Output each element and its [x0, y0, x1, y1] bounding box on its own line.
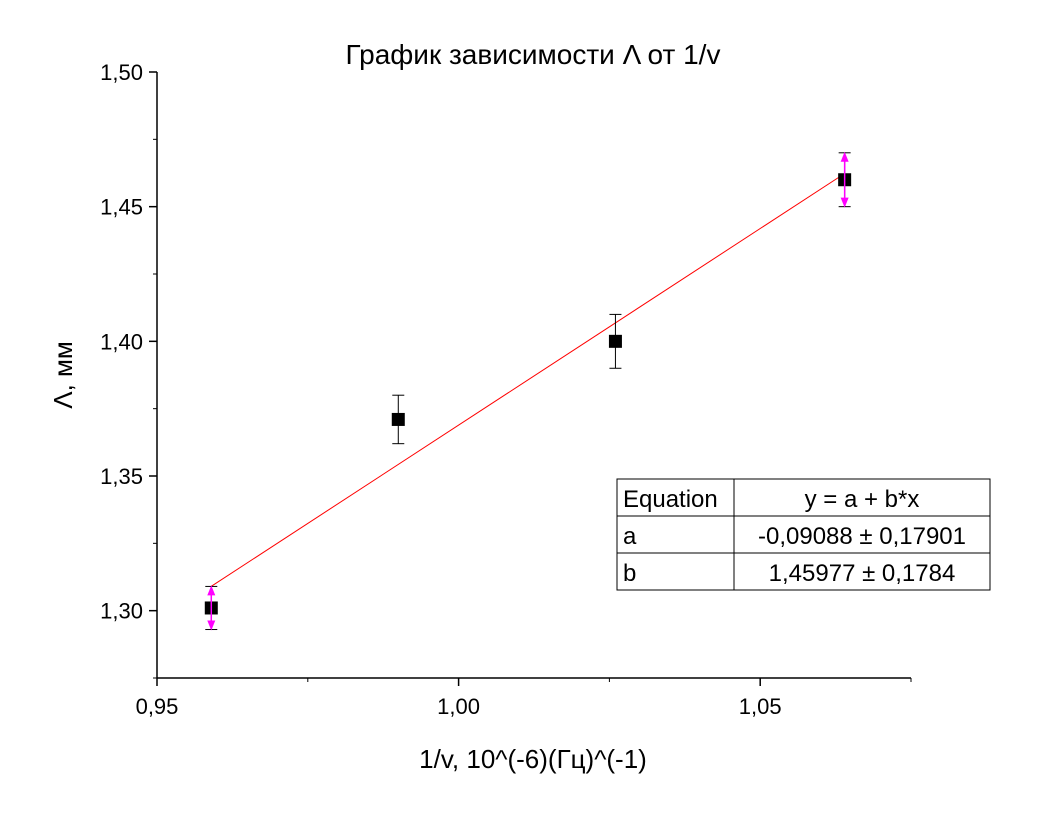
data-point-group	[391, 394, 405, 445]
chart-title: График зависимости Λ от 1/v	[346, 39, 721, 70]
y-tick-label: 1,40	[100, 329, 143, 354]
fit-results-table: Equation y = a + b*x a -0,09088 ± 0,17901 b 1…	[616, 478, 991, 591]
y-tick-label: 1,45	[100, 195, 143, 220]
data-point	[608, 334, 622, 348]
table-cell-value: y = a + b*x	[805, 486, 920, 513]
plot-area: 1,30 1,35 1,40 1,45 1,50 0,95 1,00 1,05 Equation…	[100, 60, 991, 719]
table-cell-value: 1,45977 ± 0,1784	[769, 560, 956, 587]
x-tick-label: 0,95	[136, 694, 179, 719]
data-point-group	[838, 151, 852, 208]
table-cell-label: b	[623, 560, 636, 587]
table-border	[616, 478, 991, 591]
y-tick-label: 1,35	[100, 464, 143, 489]
y-axis-title: Λ, мм	[48, 341, 78, 409]
table-cell-value: -0,09088 ± 0,17901	[758, 523, 966, 550]
data-point-group	[204, 585, 218, 631]
x-tick-label: 1,05	[739, 694, 782, 719]
y-tick-label: 1,50	[100, 60, 143, 85]
y-tick-label: 1,30	[100, 599, 143, 624]
x-axis-title: 1/v, 10^(-6)(Гц)^(-1)	[419, 744, 647, 774]
selected-error-arrow-up	[207, 585, 216, 596]
selected-error-arrow-up	[840, 151, 849, 162]
data-point-group	[608, 313, 622, 369]
data-point	[391, 412, 405, 426]
fit-line	[211, 173, 845, 587]
selected-error-arrow-down	[207, 620, 216, 631]
table-cell-label: a	[623, 523, 637, 550]
selected-error-arrow-down	[840, 197, 849, 208]
x-tick-label: 1,00	[437, 694, 480, 719]
table-cell-label: Equation	[623, 486, 718, 513]
